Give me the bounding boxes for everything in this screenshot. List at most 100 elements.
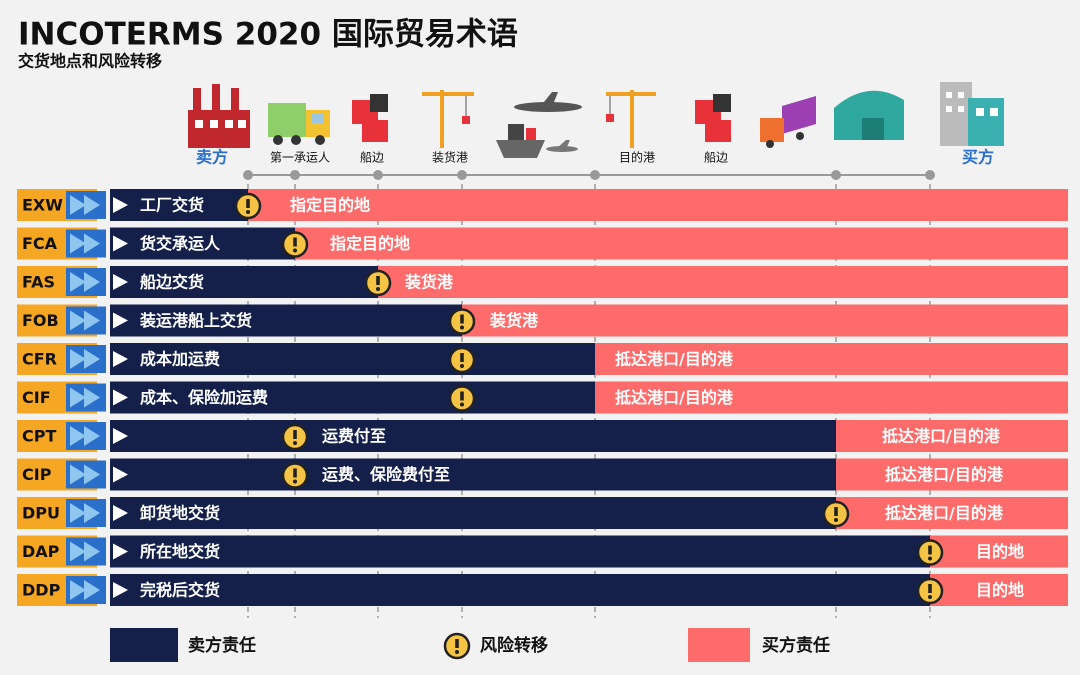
term-code: FAS <box>22 273 55 292</box>
seller-bar <box>110 381 595 414</box>
arrow <box>84 541 100 562</box>
risk-icon <box>916 539 944 566</box>
buyer-text: 目的地 <box>976 542 1024 561</box>
icons <box>188 82 1004 158</box>
seller-bar <box>110 227 295 260</box>
risk-icon-bar <box>928 584 932 593</box>
seller-text: 工厂交货 <box>140 196 204 215</box>
seller-bar <box>110 497 836 529</box>
crane-icon <box>606 90 656 148</box>
term-code: FCA <box>22 234 58 253</box>
risk-icon <box>443 632 471 660</box>
risk-icon-bar <box>293 468 297 478</box>
buyer-text: 目的地 <box>976 581 1024 600</box>
risk-icon-bar <box>246 199 250 208</box>
seller-text: 卸货地交货 <box>140 504 220 523</box>
stage-label: 船边 <box>704 151 728 165</box>
bar-chevron <box>113 466 128 483</box>
arrow <box>70 349 86 369</box>
risk-icon-bar <box>460 391 464 401</box>
risk-icon <box>448 346 476 374</box>
seller-bar <box>110 189 248 221</box>
term-code: CIP <box>22 465 52 484</box>
seller-text: 完税后交货 <box>140 581 220 600</box>
buildings-icon <box>940 82 1004 146</box>
stage-dot <box>457 170 467 180</box>
seller-text: 成本加运费 <box>140 350 220 369</box>
buyer-bar <box>836 420 1068 452</box>
arrow <box>84 426 100 446</box>
title: INCOTERMS 2020 国际贸易术语 <box>18 17 518 53</box>
bar-chevron <box>113 389 128 406</box>
plane-ship-icon <box>496 92 582 158</box>
term-code: EXW <box>22 196 63 215</box>
term-code: CFR <box>22 350 57 369</box>
seller-bar <box>110 420 836 452</box>
stage-dot <box>373 170 383 180</box>
warehouse-icon <box>834 90 904 140</box>
buyer-bar <box>930 574 1068 606</box>
risk-icon-dot <box>834 518 838 522</box>
stage-dot <box>590 170 600 180</box>
seller-text: 装运港船上交货 <box>139 311 252 330</box>
buyer-bar <box>295 227 1068 260</box>
risk-icon-bar <box>293 237 297 247</box>
risk-icon-dot <box>376 287 380 291</box>
seller-text: 运费付至 <box>322 427 386 446</box>
seller-text: 船边交货 <box>140 273 204 292</box>
legend-seller-swatch <box>110 628 178 662</box>
crane-icon <box>422 90 474 148</box>
term-row: DDP 完税后交货 目的地 <box>17 574 1068 606</box>
boxes-icon <box>695 94 731 142</box>
buyer-bar <box>248 189 1068 221</box>
term-code: CIF <box>22 388 51 407</box>
risk-icon <box>448 308 476 335</box>
bar-chevron <box>113 235 128 252</box>
term-code: DAP <box>22 542 60 561</box>
buyer-text: 抵达港口/目的港 <box>885 465 1004 484</box>
buyer-text: 抵达港口/目的港 <box>885 504 1004 523</box>
legend-buyer-swatch <box>688 628 750 662</box>
risk-icon-dot <box>928 556 932 561</box>
buyer-bar <box>836 497 1068 529</box>
bar-chevron <box>113 428 128 444</box>
risk-icon-bar <box>460 353 464 362</box>
term-code: DDP <box>22 581 61 600</box>
stage-dot <box>925 170 935 180</box>
risk-icon-bar <box>460 314 464 324</box>
seller-bar <box>110 266 378 298</box>
buyer-text: 抵达港口/目的港 <box>882 427 1001 446</box>
truck-icon <box>760 96 816 148</box>
seller-text: 运费、保险费付至 <box>322 465 450 484</box>
risk-icon-dot <box>460 325 464 330</box>
term-code: FOB <box>22 311 59 330</box>
stage-label: 目的港 <box>619 150 655 165</box>
risk-icon-dot <box>246 210 250 214</box>
risk-icon-dot <box>293 441 297 445</box>
arrow <box>84 272 100 292</box>
bar-chevron <box>113 312 128 329</box>
term-row: CPT 运费付至 抵达港口/目的港 <box>17 420 1068 452</box>
risk-icon <box>364 269 392 297</box>
arrow <box>84 310 100 331</box>
legend-buyer-label: 买方责任 <box>762 635 830 656</box>
term-row: CFR 成本加运费 抵达港口/目的港 <box>17 343 1068 375</box>
legend-risk-label: 风险转移 <box>480 635 548 656</box>
buyer-bar <box>462 304 1068 337</box>
bar-chevron <box>113 582 128 598</box>
term-row: DPU 卸货地交货 抵达港口/目的港 <box>17 497 1068 529</box>
stage-label: 第一承运人 <box>270 151 330 165</box>
stage-dot <box>290 170 300 180</box>
term-code: CPT <box>22 427 56 446</box>
arrow <box>70 580 86 600</box>
buyer-bar <box>595 381 1068 414</box>
risk-icon-dot <box>928 595 932 599</box>
boxes-icon <box>352 94 388 142</box>
term-row: DAP 所在地交货 目的地 <box>17 535 1068 568</box>
risk-icon-bar <box>376 276 380 285</box>
risk-icon <box>281 462 309 489</box>
buyer-text: 抵达港口/目的港 <box>615 388 734 407</box>
risk-icon-bar <box>455 639 459 648</box>
